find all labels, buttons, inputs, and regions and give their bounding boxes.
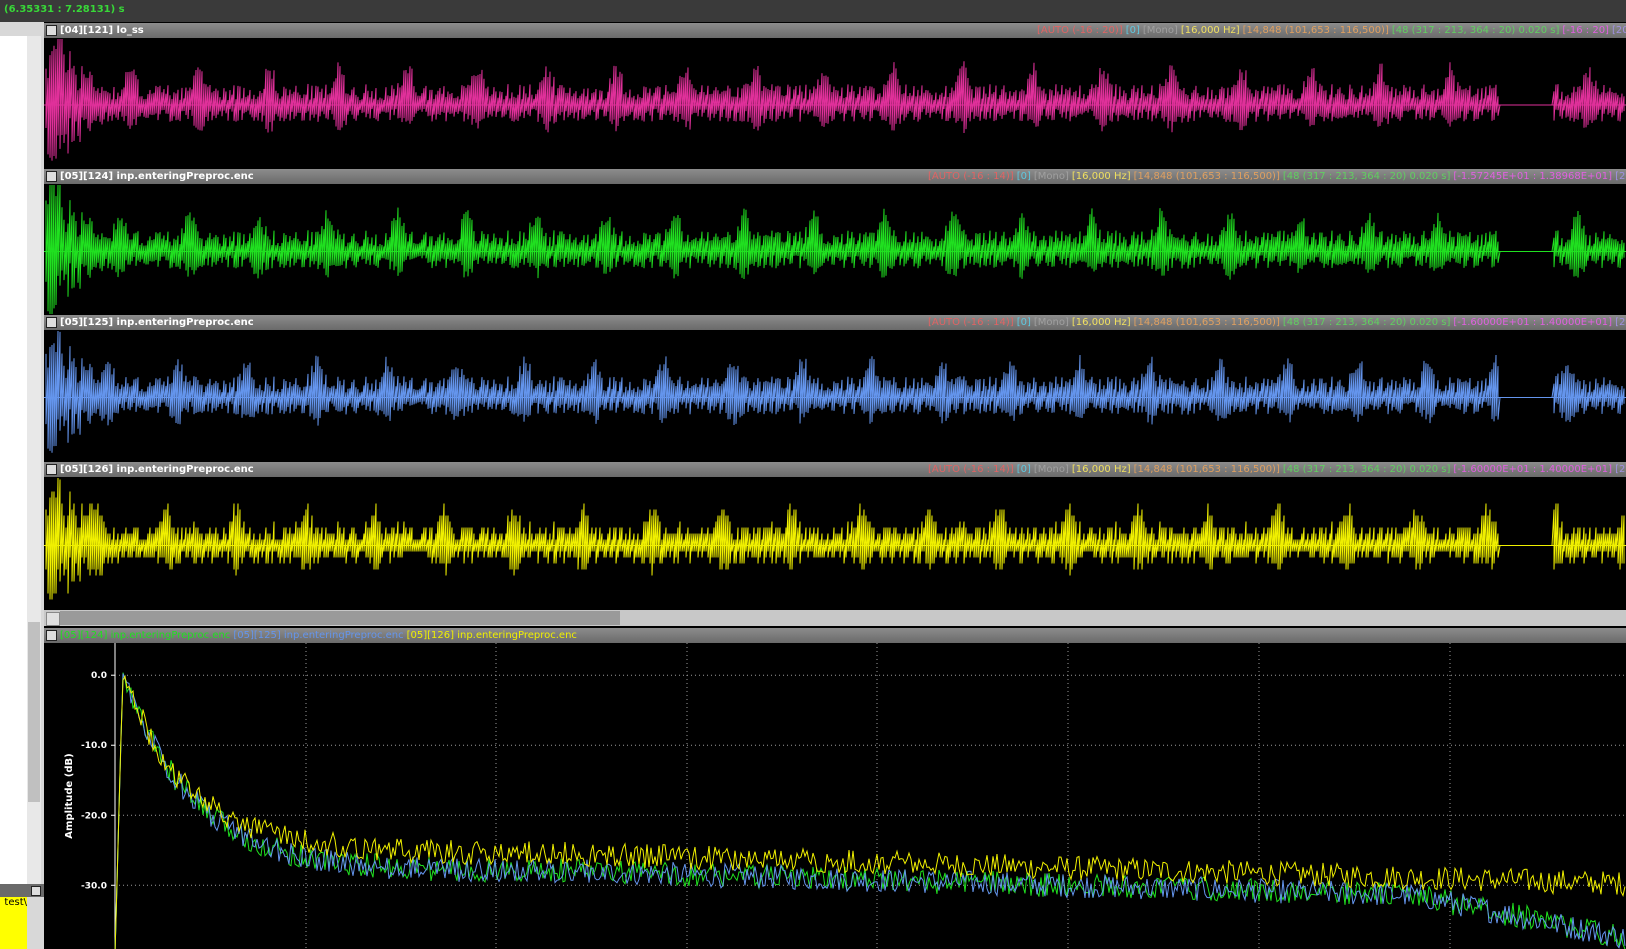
info-field: [-16 : 20] [1562, 25, 1609, 36]
info-field: [0] [1016, 171, 1031, 182]
track-header: [05][125] inp.enteringPreproc.enc [AUTO (… [44, 315, 1626, 330]
legend: [05][124] inp.enteringPreproc.enc [05][12… [60, 628, 580, 643]
info-field: [20.660 [1615, 317, 1626, 328]
spectrum-trace [114, 674, 1626, 949]
info-field: [48 (317 : 213, 364 : 20) 0.020 s] [1282, 171, 1451, 182]
y-tick-label: -30.0 [81, 881, 107, 891]
info-field: [Mono] [1142, 25, 1178, 36]
info-field: [16,000 Hz] [1180, 25, 1240, 36]
track-header: [04][121] lo_ss [AUTO (-16 : 20)] [0] [Mono… [44, 23, 1626, 38]
info-field: [0] [1125, 25, 1140, 36]
y-axis-label: Amplitude (dB) [64, 753, 75, 838]
waveform-trace [45, 477, 1625, 600]
info-field: [20.660 [1615, 464, 1626, 475]
scroll-left[interactable] [46, 612, 60, 626]
track-header: [05][126] inp.enteringPreproc.enc [AUTO (… [44, 462, 1626, 477]
info-field: [20.660 [1615, 171, 1626, 182]
info-field: [AUTO (-16 : 14)] [928, 464, 1014, 475]
info-field: [20.668 [1611, 25, 1626, 36]
spectrum-trace [114, 673, 1626, 949]
waveform [44, 184, 1626, 315]
side-path: \test [0, 897, 27, 949]
close-button[interactable] [46, 25, 57, 36]
track-title: [05][124] inp.enteringPreproc.enc [60, 171, 254, 182]
spectrum-header: [05][124] inp.enteringPreproc.enc [05][12… [44, 628, 1626, 643]
track-title: [05][126] inp.enteringPreproc.enc [60, 464, 254, 475]
info-field: [14,848 (101,653 : 116,500)] [1242, 25, 1389, 36]
track-info: [AUTO (-16 : 20)] [0] [Mono] [16,000 Hz] [14… [1037, 23, 1626, 38]
y-tick-label: 0.0 [91, 671, 107, 681]
scroll-thumb[interactable] [60, 611, 620, 625]
info-field: [Mono] [1033, 317, 1069, 328]
y-tick-label: -10.0 [81, 741, 107, 751]
close-button[interactable] [46, 317, 57, 328]
status-bar: (6.35331 : 7.28131) s [0, 0, 1626, 22]
waveform [44, 38, 1626, 168]
info-field: [14,848 (101,653 : 116,500)] [1133, 171, 1280, 182]
info-field: [14,848 (101,653 : 116,500)] [1133, 464, 1280, 475]
legend-entry: [05][125] inp.enteringPreproc.enc [233, 630, 404, 641]
track-info: [AUTO (-16 : 14)] [0] [Mono] [16,000 Hz] [14… [928, 315, 1626, 330]
info-field: [AUTO (-16 : 20)] [1037, 25, 1123, 36]
info-field: [16,000 Hz] [1071, 171, 1131, 182]
info-field: [0] [1016, 317, 1031, 328]
side-scroll-thumb[interactable] [28, 622, 40, 802]
waveform-trace [45, 184, 1625, 315]
info-field: [0] [1016, 464, 1031, 475]
info-field: [AUTO (-16 : 14)] [928, 317, 1014, 328]
legend-entry: [05][126] inp.enteringPreproc.enc [406, 630, 577, 641]
close-button[interactable] [31, 886, 41, 896]
track-header: [05][124] inp.enteringPreproc.enc [AUTO (… [44, 169, 1626, 184]
side-list [0, 36, 27, 886]
track-title: [05][125] inp.enteringPreproc.enc [60, 317, 254, 328]
waveform [44, 477, 1626, 610]
track-info: [AUTO (-16 : 14)] [0] [Mono] [16,000 Hz] [14… [928, 462, 1626, 477]
legend-entry: [05][124] inp.enteringPreproc.enc [60, 630, 231, 641]
waveform-trace [45, 38, 1625, 161]
info-field: [-1.60000E+01 : 1.40000E+01] [1453, 464, 1613, 475]
spectrum-plot: 0.0 -10.0 -20.0 -30.0 Amplitude (dB) [64, 643, 1626, 949]
info-field: [Mono] [1033, 464, 1069, 475]
spectrum-trace [114, 672, 1626, 949]
y-tick-label: -20.0 [81, 811, 107, 821]
side-panel: \test [0, 22, 44, 949]
info-field: [48 (317 : 213, 364 : 20) 0.020 s] [1391, 25, 1560, 36]
info-field: [48 (317 : 213, 364 : 20) 0.020 s] [1282, 317, 1451, 328]
side-lower-header [0, 884, 44, 897]
waveform [44, 330, 1626, 461]
info-field: [-1.60000E+01 : 1.40000E+01] [1453, 317, 1613, 328]
info-field: [-1.57245E+01 : 1.38968E+01] [1453, 171, 1613, 182]
close-button[interactable] [46, 464, 57, 475]
track-title: [04][121] lo_ss [60, 25, 144, 36]
h-scrollbar[interactable] [44, 610, 1626, 626]
waveform-trace [45, 330, 1625, 453]
info-field: [Mono] [1033, 171, 1069, 182]
close-button[interactable] [46, 630, 57, 641]
info-field: [16,000 Hz] [1071, 464, 1131, 475]
info-field: [14,848 (101,653 : 116,500)] [1133, 317, 1280, 328]
close-button[interactable] [46, 171, 57, 182]
info-field: [16,000 Hz] [1071, 317, 1131, 328]
info-field: [AUTO (-16 : 14)] [928, 171, 1014, 182]
info-field: [48 (317 : 213, 364 : 20) 0.020 s] [1282, 464, 1451, 475]
track-info: [AUTO (-16 : 14)] [0] [Mono] [16,000 Hz] [14… [928, 169, 1626, 184]
